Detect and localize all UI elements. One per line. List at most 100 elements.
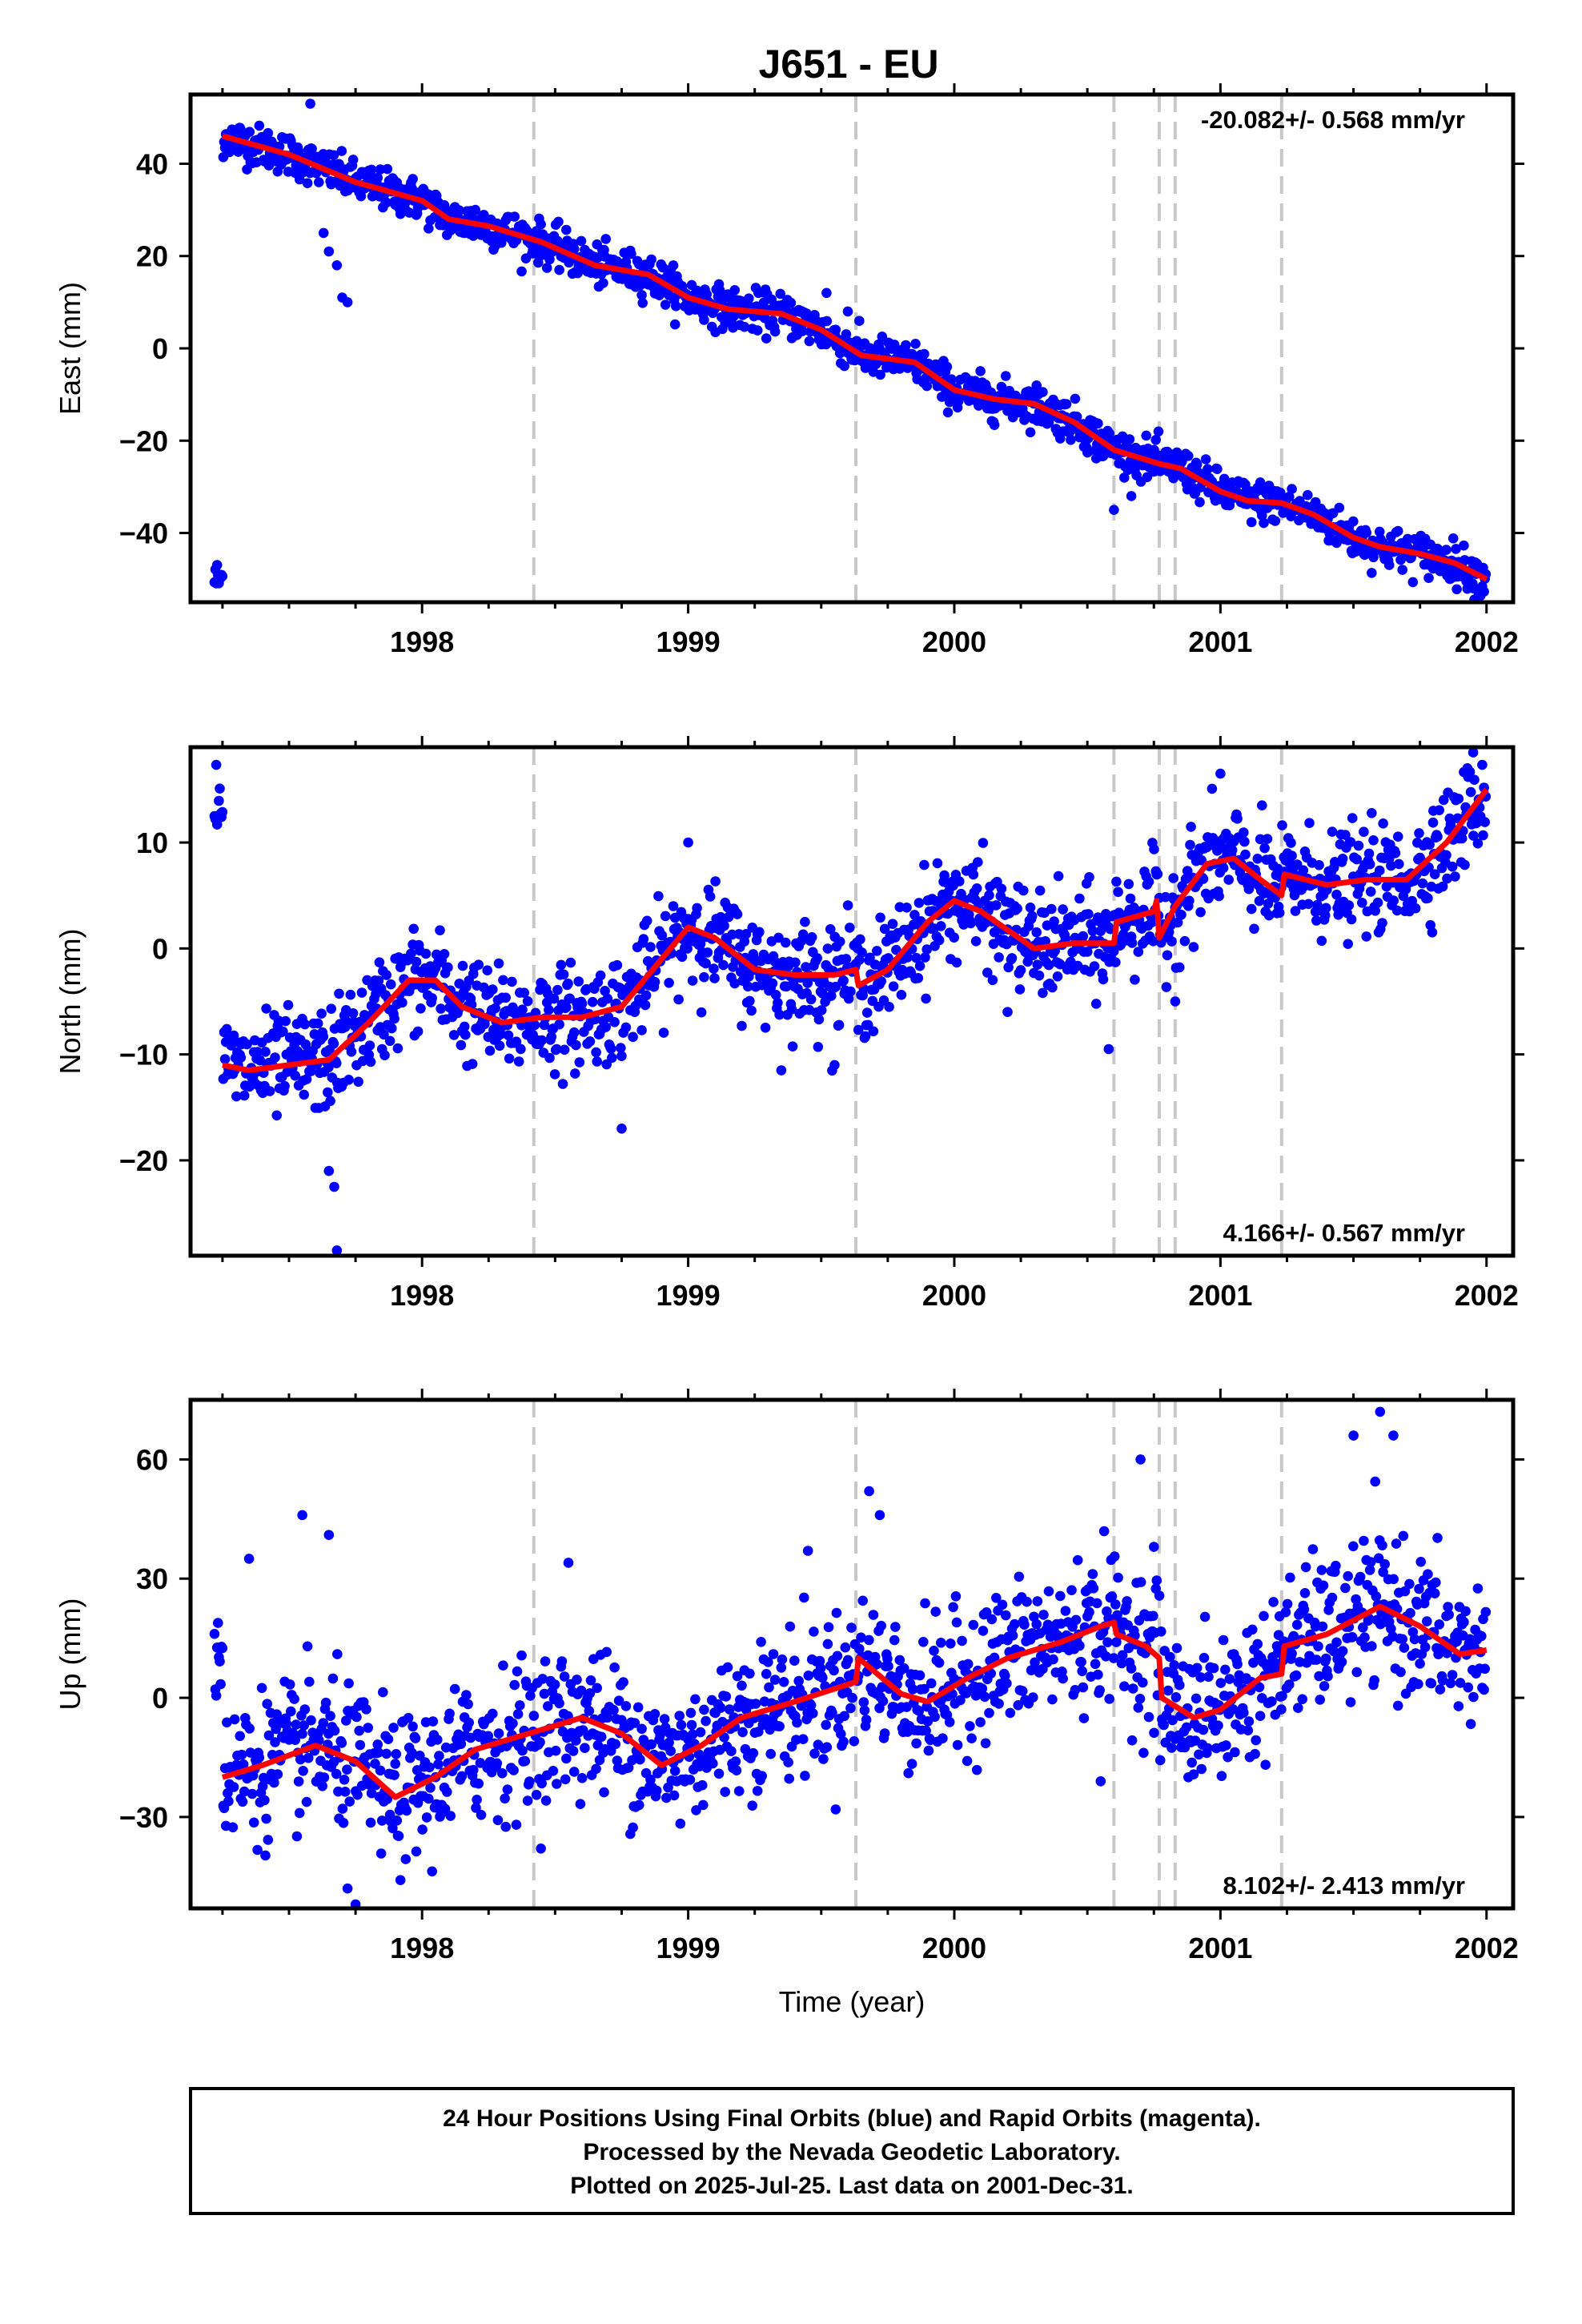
model-line-up: [221, 1603, 1488, 1800]
data-point: [1331, 889, 1342, 900]
data-point: [456, 1771, 468, 1782]
data-point: [939, 870, 950, 881]
data-point: [226, 1040, 237, 1051]
data-point: [261, 1813, 271, 1824]
model-line-north: [222, 787, 1489, 1073]
data-point: [290, 1070, 301, 1081]
data-point: [1441, 545, 1452, 555]
data-point: [1348, 1541, 1359, 1552]
data-point: [605, 1043, 616, 1054]
data-point: [1117, 1650, 1128, 1661]
data-point: [1090, 1659, 1101, 1670]
data-point: [1038, 1610, 1049, 1620]
data-point: [1194, 1749, 1204, 1760]
data-point: [339, 1787, 351, 1797]
data-point: [260, 1047, 271, 1057]
data-point: [1351, 1667, 1362, 1678]
data-point: [1437, 1675, 1448, 1686]
data-point: [783, 1757, 793, 1767]
data-point: [894, 1655, 905, 1666]
data-point: [660, 911, 671, 922]
data-point: [978, 838, 989, 848]
data-point: [1415, 1659, 1425, 1669]
data-point: [991, 1593, 1002, 1603]
data-point: [994, 1699, 1004, 1709]
data-point: [1156, 1626, 1166, 1637]
data-point: [887, 919, 898, 929]
data-point: [952, 1739, 963, 1751]
outlier-point: [1468, 583, 1479, 593]
data-point: [1154, 466, 1166, 476]
data-point: [747, 1800, 757, 1811]
data-point: [695, 939, 706, 949]
y-tick-label: 30: [136, 1562, 168, 1595]
x-tick-label: 2001: [1188, 1279, 1252, 1312]
data-point: [515, 1700, 525, 1711]
y-axis-label-up: Up (mm): [54, 1598, 86, 1711]
outlier-point: [323, 246, 335, 257]
data-point: [375, 1848, 387, 1859]
data-point: [461, 1690, 472, 1700]
data-point: [742, 981, 753, 992]
data-point: [263, 127, 274, 139]
data-point: [512, 1666, 523, 1677]
panel-east: 1998 1999 2000 2001 2002 −40 −20 0 20 40 East (mm)…: [54, 83, 1524, 658]
data-point: [818, 1754, 829, 1764]
data-point: [488, 984, 498, 995]
data-point: [687, 1729, 698, 1740]
data-point: [951, 957, 962, 968]
data-point: [669, 1790, 680, 1801]
data-point: [1280, 1606, 1291, 1618]
data-point: [389, 1770, 400, 1780]
data-point: [561, 1002, 572, 1013]
data-point: [1090, 999, 1102, 1009]
data-point: [968, 869, 979, 880]
data-point: [785, 297, 797, 308]
data-point: [797, 1734, 809, 1744]
data-point: [1435, 1684, 1446, 1695]
panel-north: 1998 1999 2000 2001 2002 −20 −10 0 10 North (mm) 4…: [54, 736, 1524, 1312]
data-point: [1215, 1678, 1227, 1688]
data-point: [511, 1819, 522, 1830]
data-point: [842, 900, 853, 911]
data-point: [1093, 418, 1103, 429]
data-point: [1480, 1606, 1492, 1618]
data-point: [317, 1781, 328, 1791]
data-point: [773, 932, 784, 943]
footer-line-3: Plotted on 2025-Jul-25. Last data on 200…: [570, 2173, 1134, 2199]
data-point: [805, 994, 817, 1005]
footer-line-1: 24 Hour Positions Using Final Orbits (bl…: [443, 2105, 1261, 2132]
outlier-point: [616, 1124, 627, 1134]
outlier-point: [329, 1181, 339, 1192]
data-point: [343, 1678, 354, 1689]
data-point: [363, 1723, 374, 1733]
data-point: [344, 1796, 355, 1807]
data-point: [484, 1045, 496, 1056]
data-point: [686, 1719, 697, 1731]
data-point: [701, 958, 711, 969]
frame-up: [188, 1397, 1516, 1911]
outlier-point: [323, 1165, 335, 1176]
data-point: [1451, 544, 1461, 554]
data-point: [636, 1723, 647, 1735]
data-point: [1113, 1572, 1123, 1583]
data-point: [696, 1007, 707, 1018]
data-point: [923, 1745, 934, 1756]
data-point: [387, 1023, 397, 1034]
data-point: [331, 1768, 342, 1779]
data-point: [765, 1748, 776, 1759]
data-point: [1343, 1570, 1353, 1582]
data-point: [420, 948, 432, 959]
outlier-point: [318, 227, 329, 239]
outlier-point: [1170, 996, 1181, 1007]
data-point: [1419, 1642, 1431, 1653]
data-point: [1422, 1616, 1432, 1626]
data-point: [698, 1799, 709, 1811]
data-point: [1431, 1577, 1441, 1588]
data-point: [1255, 1711, 1266, 1721]
data-point: [864, 1634, 874, 1646]
data-point: [833, 1019, 845, 1031]
data-point: [1246, 903, 1257, 915]
data-point: [598, 278, 608, 288]
data-point: [513, 1056, 524, 1067]
